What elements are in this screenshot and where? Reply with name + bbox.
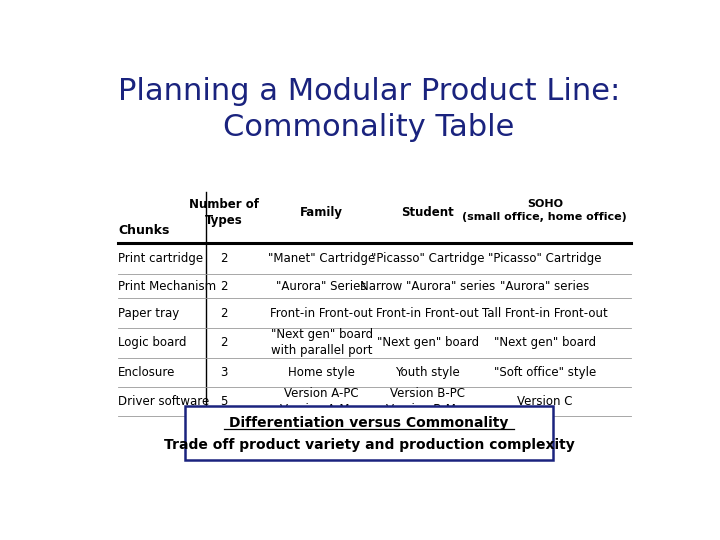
Text: Trade off product variety and production complexity: Trade off product variety and production… [163,438,575,451]
Text: Front-in Front-out: Front-in Front-out [270,307,373,320]
Text: SOHO
(small office, home office): SOHO (small office, home office) [462,199,627,221]
Text: Differentiation versus Commonality: Differentiation versus Commonality [229,416,509,430]
Text: Paper tray: Paper tray [118,307,179,320]
Text: Enclosure: Enclosure [118,366,175,379]
Text: "Next gen" board: "Next gen" board [494,336,596,349]
Text: Youth style: Youth style [395,366,460,379]
Text: "Aurora" Series: "Aurora" Series [276,280,366,293]
Text: Tall Front-in Front-out: Tall Front-in Front-out [482,307,608,320]
Text: "Next gen" board
with parallel port: "Next gen" board with parallel port [271,328,373,357]
Text: 2: 2 [220,307,228,320]
Text: 2: 2 [220,336,228,349]
Text: "Picasso" Cartridge: "Picasso" Cartridge [371,253,485,266]
Text: 2: 2 [220,280,228,293]
Text: "Soft office" style: "Soft office" style [494,366,596,379]
Text: Print cartridge: Print cartridge [118,253,203,266]
Text: Narrow "Aurora" series: Narrow "Aurora" series [360,280,495,293]
Text: 3: 3 [220,366,228,379]
Text: "Picasso" Cartridge: "Picasso" Cartridge [488,253,601,266]
Text: Home style: Home style [288,366,355,379]
Text: 5: 5 [220,395,228,408]
Text: Chunks: Chunks [118,224,169,238]
Text: "Manet" Cartridge: "Manet" Cartridge [268,253,375,266]
FancyBboxPatch shape [185,406,553,460]
Text: Version A-PC
Version A-Mac: Version A-PC Version A-Mac [280,387,363,416]
Text: Number of
Types: Number of Types [189,198,259,227]
Text: Front-in Front-out: Front-in Front-out [377,307,479,320]
Text: Family: Family [300,206,343,219]
Text: Logic board: Logic board [118,336,186,349]
Text: Driver software: Driver software [118,395,209,408]
Text: Planning a Modular Product Line:
Commonality Table: Planning a Modular Product Line: Commona… [118,77,620,142]
Text: 2: 2 [220,253,228,266]
Text: Student: Student [401,206,454,219]
Text: Version C: Version C [517,395,572,408]
Text: Version B-PC
Version B-Mac: Version B-PC Version B-Mac [386,387,469,416]
Text: "Aurora" series: "Aurora" series [500,280,590,293]
Text: "Next gen" board: "Next gen" board [377,336,479,349]
Text: Print Mechanism: Print Mechanism [118,280,216,293]
